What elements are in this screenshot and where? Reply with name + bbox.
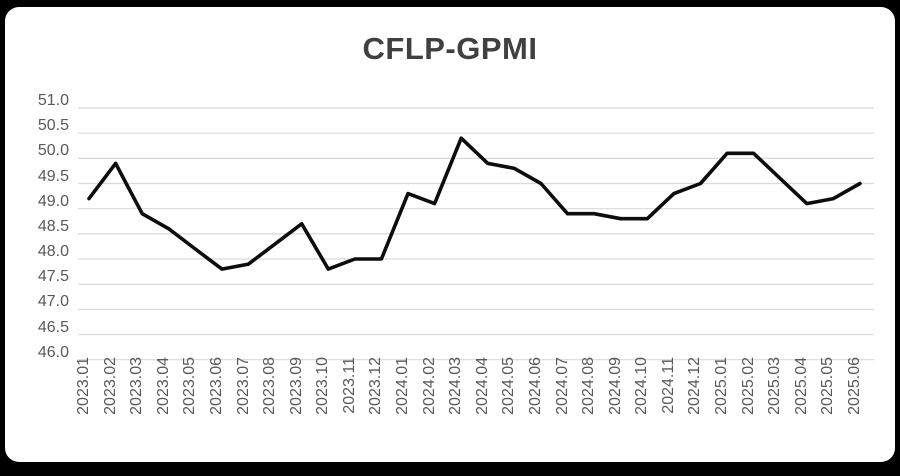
x-axis-label: 2023.01 [75, 357, 92, 415]
y-axis-label: 49.0 [37, 192, 69, 210]
x-axis-label: 2023.09 [287, 357, 305, 415]
x-axis-label: 2023.08 [261, 357, 279, 415]
x-axis-label: 2024.10 [633, 357, 651, 415]
chart-title: CFLP-GPMI [362, 31, 538, 66]
chart-panel: CFLP-GPMI 51.0 50.5 50.0 49.5 49.0 48.5 48.0 47… [5, 7, 895, 462]
x-axis-label: 2023.10 [314, 357, 332, 415]
y-axis-label: 50.5 [37, 117, 69, 135]
y-axis-label: 47.0 [37, 293, 69, 311]
y-axis-label: 46.5 [37, 318, 69, 336]
x-axis-label: 2024.06 [526, 357, 544, 415]
x-axis-label: 2024.08 [580, 357, 598, 415]
y-axis-label: 50.0 [37, 142, 69, 160]
y-axis-label: 51.0 [37, 92, 69, 109]
y-axis-label: 47.5 [37, 268, 69, 286]
x-axis-label: 2023.02 [101, 357, 119, 415]
x-axis-label: 2024.02 [420, 357, 438, 415]
x-axis-label: 2025.02 [739, 357, 757, 415]
line-series [87, 136, 862, 271]
x-axis-label: 2023.04 [154, 357, 172, 415]
y-axis-label: 49.5 [37, 167, 69, 185]
x-axis-label: 2025.03 [766, 357, 784, 415]
y-axis-label: 48.0 [37, 243, 69, 261]
x-axis-label: 2024.09 [606, 357, 624, 415]
x-axis-label: 2023.03 [128, 357, 146, 415]
y-axis-label: 48.5 [37, 217, 69, 235]
plot-area [78, 107, 874, 361]
x-axis-label: 2023.12 [367, 357, 385, 415]
x-axis-label: 2023.07 [234, 357, 252, 415]
gridlines [78, 107, 874, 361]
x-axis-label: 2024.12 [686, 357, 704, 415]
x-axis-label: 2024.05 [500, 357, 518, 415]
data-line [87, 136, 862, 271]
y-axis-label: 46.0 [37, 343, 69, 361]
x-axis-label: 2023.11 [340, 357, 358, 414]
x-axis-label: 2023.06 [207, 357, 225, 415]
x-axis-label: 2025.01 [713, 357, 731, 415]
x-axis-label: 2024.11 [659, 357, 677, 414]
x-axis-label: 2025.06 [845, 357, 863, 415]
x-axis-label: 2024.01 [394, 357, 412, 415]
x-axis-label: 2024.04 [473, 357, 491, 415]
x-axis-label: 2024.07 [553, 357, 571, 415]
x-axis-label: 2024.03 [447, 357, 465, 415]
x-axis-label: 2025.04 [792, 357, 810, 415]
x-axis-label: 2025.05 [819, 357, 837, 415]
x-axis-label: 2023.05 [181, 357, 199, 415]
